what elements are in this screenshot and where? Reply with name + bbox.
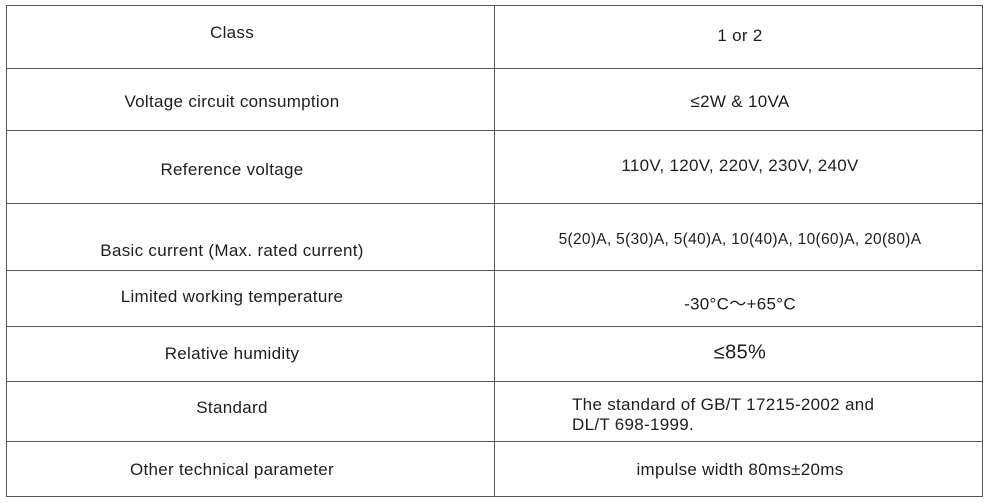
param-other-technical: Other technical parameter (129, 460, 335, 479)
param-reference-voltage: Reference voltage (160, 160, 304, 179)
value-relative-humidity: ≤85% (713, 341, 767, 364)
column-divider (494, 5, 495, 497)
param-relative-humidity: Relative humidity (164, 344, 300, 363)
value-working-temperature: -30°C～+65°C (684, 294, 796, 314)
value-reference-voltage: 110V, 120V, 220V, 230V, 240V (621, 156, 859, 175)
value-class: 1 or 2 (717, 26, 763, 45)
value-other-technical: impulse width 80ms±20ms (636, 460, 844, 479)
value-standard: The standard of GB/T 17215-2002 and DL/T… (572, 395, 874, 435)
param-basic-current: Basic current (Max. rated current) (100, 241, 364, 260)
param-class: Class (209, 23, 255, 42)
value-voltage-consumption: ≤2W & 10VA (690, 92, 790, 111)
value-standard-line1: The standard of GB/T 17215-2002 and (572, 395, 875, 414)
value-standard-line2: DL/T 698-1999. (572, 415, 695, 434)
param-working-temperature: Limited working temperature (120, 287, 344, 306)
param-voltage-consumption: Voltage circuit consumption (124, 92, 340, 111)
param-standard: Standard (196, 398, 268, 417)
value-basic-current: 5(20)A, 5(30)A, 5(40)A, 10(40)A, 10(60)A… (558, 231, 922, 248)
